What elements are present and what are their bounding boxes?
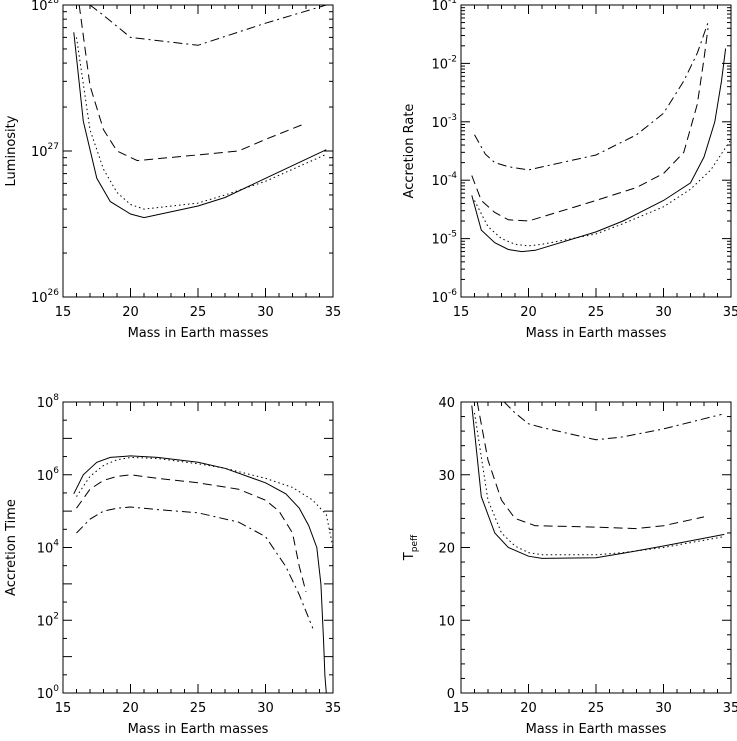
x-tick-label: 20 xyxy=(520,701,537,716)
x-tick-label: 35 xyxy=(325,305,342,320)
axis-ticks xyxy=(62,401,334,694)
y-tick-label: 102 xyxy=(37,611,59,629)
tick-labels: 15 20 25 30 35 10-6 10-5 10-4 10-3 10-2 10-1 xyxy=(431,0,737,320)
x-tick-label: 30 xyxy=(257,305,274,320)
series-line-dashed xyxy=(76,474,307,593)
series-line-dotted xyxy=(76,37,327,210)
x-tick-label: 15 xyxy=(453,701,470,716)
y-tick-label: 0 xyxy=(447,687,455,702)
plot-frame xyxy=(62,4,334,298)
y-tick-label: 30 xyxy=(438,469,455,484)
y-axis-label-sub: peff xyxy=(410,534,420,552)
series-group xyxy=(471,22,732,253)
series-line-solid xyxy=(471,48,727,253)
axis-ticks xyxy=(460,4,732,298)
y-axis-label: Accretion Rate xyxy=(402,104,417,199)
y-tick-label: 20 xyxy=(438,542,455,557)
axis-ticks xyxy=(62,4,334,298)
x-tick-label: 20 xyxy=(122,701,139,716)
series-group xyxy=(471,401,725,559)
x-axis-label: Mass in Earth masses xyxy=(128,326,269,341)
y-tick-label: 1027 xyxy=(31,142,59,160)
series-line-dashed xyxy=(471,28,709,222)
series-line-dashdot xyxy=(503,401,722,441)
x-tick-label: 35 xyxy=(723,305,737,320)
series-line-dashdot xyxy=(89,4,327,46)
series-group xyxy=(73,455,334,694)
y-tick-label: 104 xyxy=(37,539,60,557)
x-axis-label: Mass in Earth masses xyxy=(526,326,667,341)
panel-accretion-rate: 15 20 25 30 35 10-6 10-5 10-4 10-3 10-2 10-1 Mass … xyxy=(402,0,737,341)
series-line-solid xyxy=(73,32,327,219)
series-line-dashdot xyxy=(474,22,709,171)
panel-accretion-time: 15 20 25 30 35 100 102 104 106 108 Mass in Earth … xyxy=(4,393,341,737)
axis-ticks xyxy=(460,401,732,694)
x-tick-label: 20 xyxy=(520,305,537,320)
x-axis-label: Mass in Earth masses xyxy=(128,722,269,737)
y-tick-label: 10-6 xyxy=(431,288,457,306)
series-group xyxy=(73,4,327,219)
series-line-solid xyxy=(73,455,327,694)
series-line-dotted xyxy=(474,139,732,247)
y-tick-label: 10-5 xyxy=(431,230,457,248)
x-tick-label: 30 xyxy=(655,701,672,716)
x-tick-label: 15 xyxy=(55,701,72,716)
series-line-dotted xyxy=(76,456,334,548)
plot-frame xyxy=(460,401,732,694)
x-tick-label: 35 xyxy=(723,701,737,716)
x-tick-label: 25 xyxy=(190,701,207,716)
y-axis-label-main: T xyxy=(402,552,417,561)
y-axis-label: Tpeff xyxy=(402,534,420,561)
y-tick-label: 40 xyxy=(438,396,455,411)
plot-frame xyxy=(62,401,334,694)
x-axis-label: Mass in Earth masses xyxy=(526,722,667,737)
y-tick-label: 108 xyxy=(37,393,60,411)
x-tick-label: 25 xyxy=(588,701,605,716)
x-tick-label: 15 xyxy=(55,305,72,320)
series-line-dashed xyxy=(78,4,307,162)
y-tick-label: 10 xyxy=(438,614,455,629)
panel-tpeff: 15 20 25 30 35 0 10 20 30 40 Mass in Earth masses… xyxy=(402,396,737,737)
series-line-dotted xyxy=(474,412,725,556)
x-tick-label: 25 xyxy=(588,305,605,320)
x-tick-label: 20 xyxy=(122,305,139,320)
y-tick-label: 106 xyxy=(37,466,60,484)
y-tick-label: 10-1 xyxy=(431,0,457,14)
x-tick-label: 30 xyxy=(257,701,274,716)
series-line-solid xyxy=(471,405,725,559)
x-tick-label: 15 xyxy=(453,305,470,320)
x-tick-label: 35 xyxy=(325,701,342,716)
panel-luminosity: 15 20 25 30 35 1026 1027 1028 Mass in Earth mas… xyxy=(4,0,341,341)
y-tick-label: 10-4 xyxy=(431,171,457,189)
y-tick-label: 10-3 xyxy=(431,113,457,131)
tick-labels: 15 20 25 30 35 100 102 104 106 108 xyxy=(37,393,342,716)
tick-labels: 15 20 25 30 35 0 10 20 30 40 xyxy=(438,396,737,716)
series-line-dashdot xyxy=(76,506,314,629)
x-tick-label: 30 xyxy=(655,305,672,320)
plot-frame xyxy=(460,4,732,298)
series-line-dashed xyxy=(476,401,705,530)
y-tick-label: 10-2 xyxy=(431,54,457,72)
y-axis-label: Luminosity xyxy=(4,115,19,186)
tick-labels: 15 20 25 30 35 1026 1027 1028 xyxy=(31,0,341,320)
y-axis-label: Accretion Time xyxy=(4,499,19,596)
y-tick-label: 1028 xyxy=(31,0,59,14)
x-tick-label: 25 xyxy=(190,305,207,320)
y-tick-label: 100 xyxy=(37,684,60,702)
y-tick-label: 1026 xyxy=(31,288,59,306)
